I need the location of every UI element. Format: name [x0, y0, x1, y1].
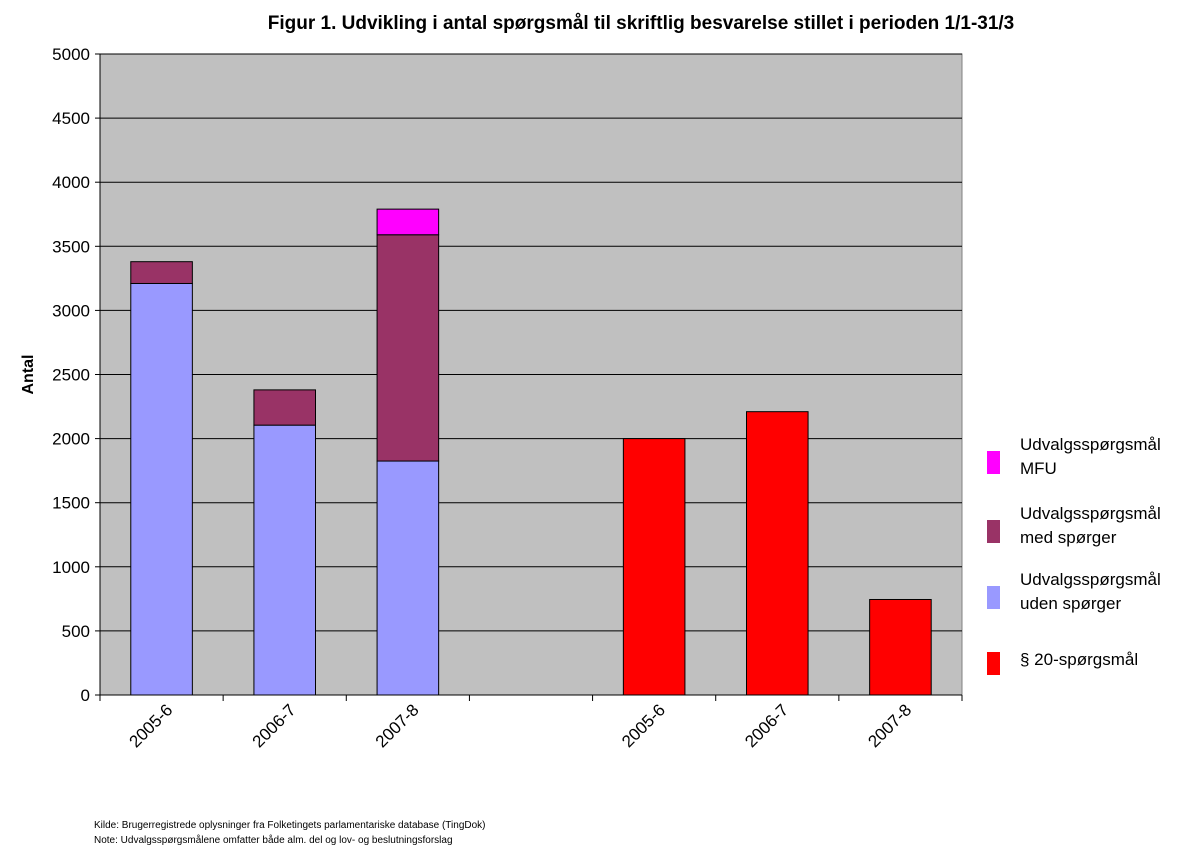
y-tick-label: 4000: [52, 173, 90, 192]
y-axis-title: Antal: [20, 355, 37, 395]
y-tick-label: 2500: [52, 366, 90, 385]
bars-layer: [130, 208, 932, 696]
x-tick-label: 2005-6: [126, 700, 177, 751]
legend-label: uden spørger: [1020, 594, 1121, 613]
bar-segment: [746, 411, 809, 696]
chart-title: Figur 1. Udvikling i antal spørgsmål til…: [267, 13, 1015, 34]
bar-segment: [253, 389, 317, 426]
y-tick-label: 0: [81, 686, 90, 705]
bar-segment: [376, 460, 440, 696]
legend-label: Udvalgsspørgsmål: [1020, 504, 1161, 523]
bar-segment: [130, 261, 193, 284]
bar-segment: [253, 424, 317, 696]
y-tick-label: 3500: [52, 237, 90, 256]
bar-segment: [376, 234, 440, 462]
x-tick-label: 2006-7: [741, 700, 792, 751]
bar-segment: [376, 208, 440, 236]
y-tick-label: 1500: [52, 494, 90, 513]
x-tick-label: 2007-8: [372, 700, 423, 751]
bar-segment: [622, 438, 686, 696]
y-tick-label: 500: [62, 622, 90, 641]
y-tick-label: 5000: [52, 45, 90, 64]
y-tick-label: 2000: [52, 430, 90, 449]
source-note: Kilde: Brugerregistrede oplysninger fra …: [94, 820, 486, 831]
legend-label: § 20-spørgsmål: [1020, 650, 1138, 669]
bar-segment: [869, 598, 932, 696]
x-tick-label: 2006-7: [249, 700, 300, 751]
legend: Udvalgsspørgsmål MFU Udvalgsspørgsmål med s…: [987, 435, 1161, 675]
legend-label: Udvalgsspørgsmål: [1020, 570, 1161, 589]
bar-segment: [130, 282, 193, 696]
grid-layer: [100, 53, 962, 632]
y-tick-label: 3000: [52, 301, 90, 320]
legend-swatch: [987, 652, 1000, 675]
x-tick-label: 2005-6: [618, 700, 669, 751]
legend-swatch: [987, 451, 1000, 474]
legend-swatch: [987, 586, 1000, 609]
footnote: Note: Udvalgsspørgsmålene omfatter både …: [94, 835, 453, 846]
x-tick-label: 2007-8: [864, 700, 915, 751]
y-tick-label: 4500: [52, 109, 90, 128]
legend-swatch: [987, 520, 1000, 543]
legend-label: Udvalgsspørgsmål: [1020, 435, 1161, 454]
legend-label: med spørger: [1020, 528, 1117, 547]
y-tick-label: 1000: [52, 558, 90, 577]
legend-label: MFU: [1020, 459, 1057, 478]
